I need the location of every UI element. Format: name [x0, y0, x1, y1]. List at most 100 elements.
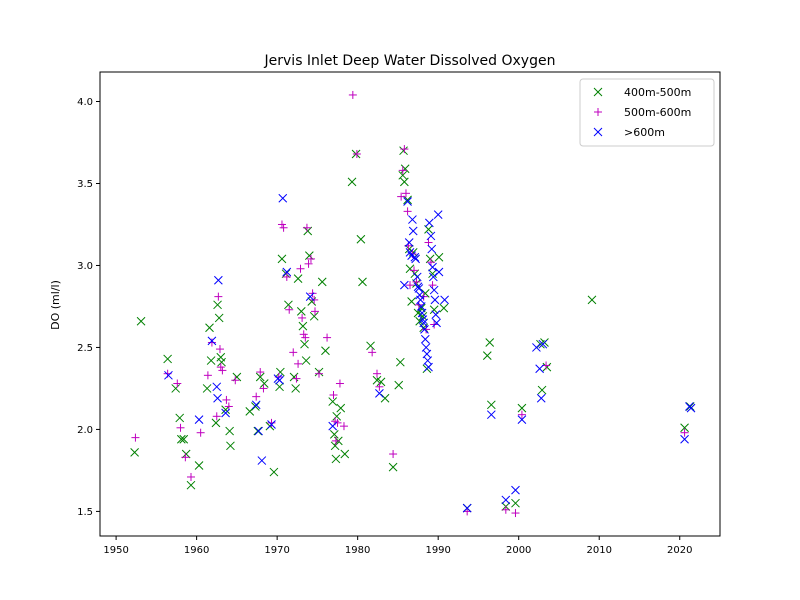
data-point — [211, 418, 221, 428]
data-point — [221, 405, 230, 415]
data-point — [254, 426, 263, 436]
data-point — [426, 231, 436, 241]
data-point — [397, 192, 406, 201]
data-point — [398, 166, 407, 175]
data-point — [310, 295, 319, 304]
data-point — [214, 313, 224, 323]
data-point — [422, 325, 431, 334]
data-point — [428, 269, 437, 279]
data-point — [232, 372, 242, 382]
data-point — [269, 467, 279, 477]
data-point — [517, 403, 527, 413]
data-point — [213, 300, 222, 310]
data-point — [407, 297, 416, 306]
data-point — [299, 330, 308, 339]
data-point — [424, 218, 434, 228]
y-tick-label: 4.0 — [77, 97, 93, 108]
axis-ticks: 1950 1960 1970 1980 1990 2000 2010 2020 1.5 2.0 2.… — [77, 97, 692, 556]
data-point — [389, 450, 398, 459]
data-point — [462, 503, 472, 513]
data-point — [176, 423, 185, 432]
data-point — [339, 422, 348, 431]
data-point — [332, 411, 342, 421]
data-point — [298, 321, 308, 331]
y-axis-label: DO (ml/l) — [49, 280, 62, 330]
data-point — [428, 262, 437, 272]
data-point — [130, 448, 139, 457]
data-point — [218, 366, 227, 375]
data-point — [440, 295, 449, 305]
data-point — [434, 267, 444, 277]
data-point — [333, 418, 342, 427]
data-point — [404, 238, 414, 247]
data-point — [277, 254, 287, 264]
data-point — [352, 149, 361, 158]
plot-area: 1950 1960 1970 1980 1990 2000 2010 2020 1.5 2.0 2.… — [77, 71, 721, 556]
data-point — [298, 313, 307, 322]
data-point — [394, 380, 404, 390]
data-point — [136, 316, 146, 326]
data-point — [293, 274, 303, 283]
data-point — [335, 379, 344, 388]
legend-marker-icon — [594, 108, 602, 116]
x-tick-label: 1960 — [184, 545, 209, 556]
data-point — [429, 285, 439, 295]
data-point — [221, 408, 230, 418]
data-point — [401, 189, 410, 198]
y-tick-label: 1.5 — [77, 507, 93, 518]
data-point — [406, 281, 414, 290]
data-point — [486, 400, 496, 410]
data-point — [388, 462, 398, 472]
data-point — [680, 434, 689, 444]
data-point — [194, 461, 204, 470]
data-point — [285, 305, 294, 314]
data-point — [680, 423, 689, 433]
data-point — [163, 354, 172, 364]
data-point — [403, 195, 412, 205]
data-point — [428, 272, 438, 282]
data-point — [537, 385, 547, 395]
data-point — [532, 343, 541, 352]
data-point — [432, 318, 441, 328]
data-point — [308, 289, 317, 298]
data-point — [511, 509, 520, 518]
data-point — [215, 345, 224, 354]
data-point — [486, 410, 496, 420]
data-point — [420, 288, 430, 298]
data-point — [439, 303, 449, 313]
data-point — [330, 441, 340, 451]
data-point — [267, 418, 276, 427]
data-point — [164, 370, 173, 380]
data-point — [231, 376, 240, 385]
x-tick-label: 2000 — [506, 545, 531, 556]
data-point — [304, 251, 314, 260]
data-point — [395, 357, 405, 367]
plot-frame — [99, 71, 721, 537]
data-point — [410, 252, 420, 262]
data-point — [301, 333, 310, 342]
data-point — [376, 377, 386, 387]
data-point — [282, 272, 291, 281]
data-point — [425, 254, 435, 264]
data-point — [398, 170, 408, 180]
data-point — [542, 362, 552, 372]
data-point — [680, 428, 689, 437]
data-point — [281, 269, 291, 279]
chart-title: Jervis Inlet Deep Water Dissolved Oxygen — [264, 53, 556, 69]
data-point — [400, 280, 409, 290]
data-point — [275, 382, 284, 392]
data-point — [331, 436, 340, 445]
legend: 400m-500m 500m-600m >600m — [579, 78, 715, 147]
data-point — [511, 498, 520, 508]
data-point — [321, 346, 330, 356]
data-point — [222, 395, 231, 404]
data-point — [517, 415, 527, 424]
data-point — [317, 277, 327, 287]
data-point — [277, 220, 286, 229]
series-1 — [131, 90, 689, 518]
data-point — [216, 363, 225, 372]
data-point — [212, 382, 222, 392]
data-point — [302, 223, 311, 232]
data-point — [252, 392, 261, 401]
legend-marker-icon — [593, 127, 603, 137]
